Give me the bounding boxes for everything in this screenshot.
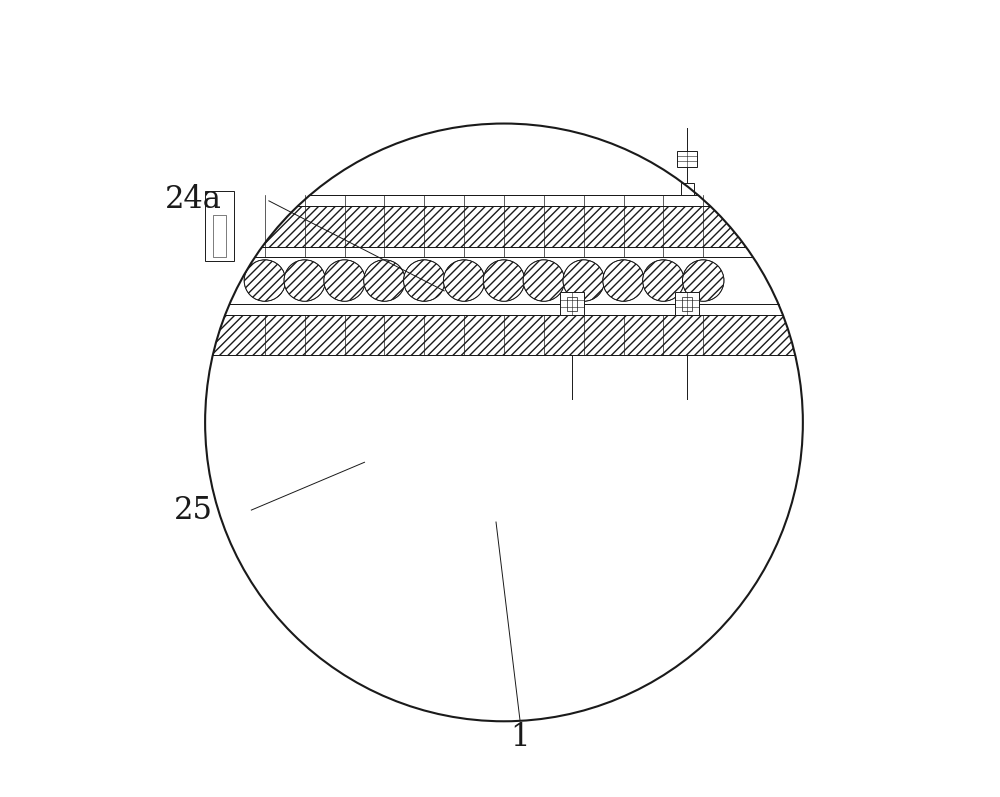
Bar (213, 215, 226, 257)
Bar (205, 206, 811, 247)
Circle shape (563, 260, 604, 301)
Circle shape (523, 260, 565, 301)
Circle shape (284, 260, 325, 301)
Circle shape (324, 260, 365, 301)
Text: 1: 1 (510, 722, 530, 752)
Bar (205, 304, 811, 315)
Circle shape (404, 260, 445, 301)
Bar (205, 247, 811, 257)
Bar (675, 292, 699, 315)
Circle shape (643, 260, 684, 301)
Circle shape (603, 260, 644, 301)
Text: 24a: 24a (165, 184, 222, 214)
Bar (677, 151, 697, 167)
Bar (681, 183, 694, 195)
Bar (560, 292, 584, 315)
Circle shape (683, 260, 724, 301)
Circle shape (483, 260, 525, 301)
Bar (682, 297, 692, 312)
Circle shape (244, 260, 286, 301)
Bar (567, 297, 577, 312)
Circle shape (364, 260, 405, 301)
Bar (205, 315, 811, 355)
Bar (205, 191, 234, 261)
Circle shape (443, 260, 485, 301)
Bar (205, 257, 811, 304)
Bar (205, 195, 811, 206)
Text: 25: 25 (174, 495, 213, 525)
